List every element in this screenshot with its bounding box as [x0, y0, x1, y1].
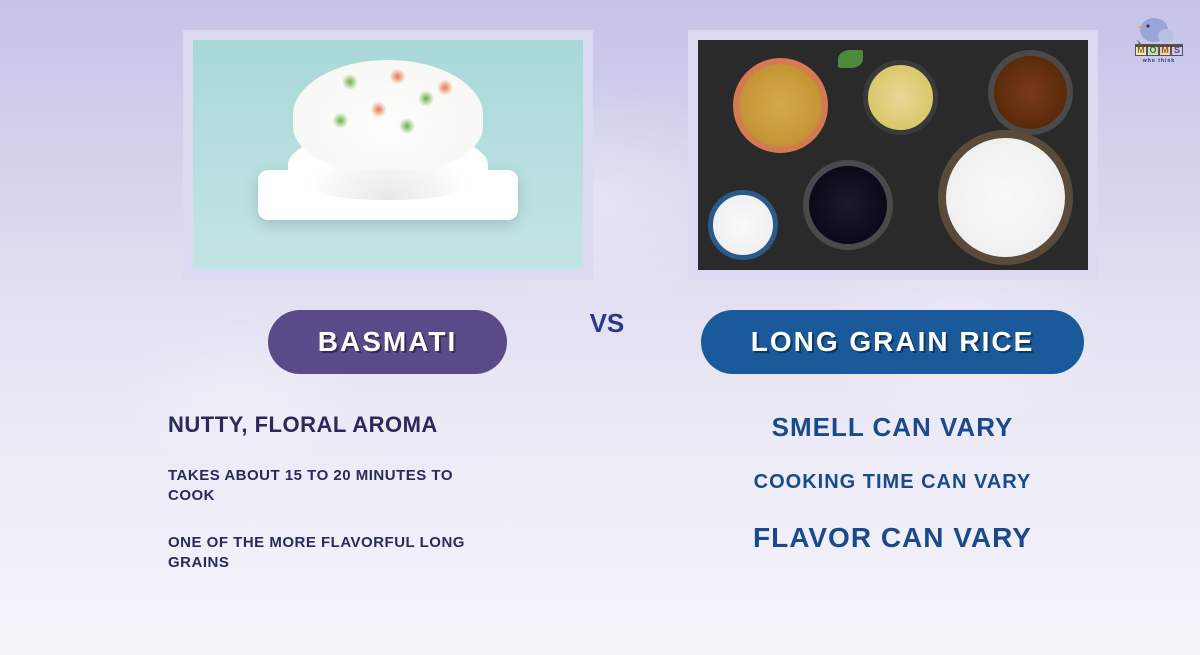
comparison-columns: BASMATI NUTTY, FLORAL AROMA TAKES ABOUT … — [0, 0, 1200, 600]
left-point: TAKES ABOUT 15 TO 20 MINUTES TO COOK — [168, 466, 488, 505]
left-title-pill: BASMATI — [268, 310, 507, 374]
right-point: COOKING TIME CAN VARY — [655, 471, 1130, 494]
rice-bowl-shape — [863, 60, 938, 135]
long-grain-image — [698, 40, 1088, 270]
right-points: SMELL CAN VARY COOKING TIME CAN VARY FLA… — [655, 412, 1130, 582]
rice-bowl-shape — [938, 130, 1073, 265]
rice-bowl-shape — [988, 50, 1073, 135]
rice-bowl-shape — [733, 58, 828, 153]
right-image-frame — [688, 30, 1098, 280]
rice-bowl-shape — [708, 190, 778, 260]
leaf-shape — [838, 50, 863, 68]
vs-label: VS — [590, 308, 625, 339]
right-title-pill: LONG GRAIN RICE — [701, 310, 1085, 374]
right-point: FLAVOR CAN VARY — [655, 522, 1130, 554]
right-column: LONG GRAIN RICE SMELL CAN VARY COOKING T… — [655, 30, 1130, 600]
rice-bowl-shape — [803, 160, 893, 250]
basmati-image — [193, 40, 583, 270]
left-point: ONE OF THE MORE FLAVORFUL LONG GRAINS — [168, 533, 488, 572]
left-image-frame — [183, 30, 593, 280]
left-points: NUTTY, FLORAL AROMA TAKES ABOUT 15 TO 20… — [150, 412, 488, 600]
rice-mound-shape — [293, 60, 483, 170]
left-column: BASMATI NUTTY, FLORAL AROMA TAKES ABOUT … — [150, 30, 625, 600]
right-point: SMELL CAN VARY — [655, 412, 1130, 443]
left-point: NUTTY, FLORAL AROMA — [168, 412, 488, 438]
